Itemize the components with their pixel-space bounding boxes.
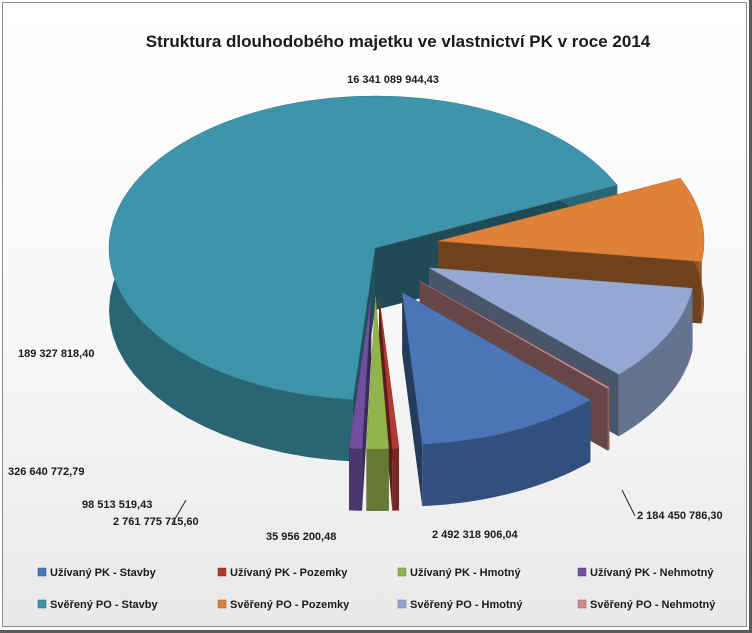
data-label-8: 35 956 200,48 — [266, 531, 336, 543]
chart-title: Struktura dlouhodobého majetku ve vlastn… — [146, 32, 651, 51]
legend-label: Svěřený PO - Pozemky — [230, 599, 350, 611]
legend-swatch — [217, 567, 227, 577]
legend-item-7: Svěřený PO - Hmotný — [397, 599, 523, 611]
legend-label: Užívaný PK - Stavby — [50, 567, 157, 579]
legend-swatch — [217, 599, 227, 609]
data-label-2: 98 513 519,43 — [82, 499, 152, 511]
slice-outer-wall — [607, 387, 610, 451]
bottom-shadow — [0, 630, 752, 633]
legend-label: Svěřený PO - Stavby — [50, 599, 158, 611]
legend: Užívaný PK - Stavby Užívaný PK - Pozemky U… — [37, 567, 716, 611]
data-label-4: 189 327 818,40 — [18, 348, 94, 360]
pie-slices — [108, 95, 705, 511]
legend-label: Užívaný PK - Nehmotný — [590, 567, 714, 579]
legend-swatch — [397, 599, 407, 609]
slice-top — [428, 267, 693, 375]
legend-label: Svěřený PO - Hmotný — [410, 599, 523, 611]
slice-top — [108, 95, 618, 400]
legend-swatch — [577, 599, 587, 609]
legend-label: Užívaný PK - Pozemky — [230, 567, 348, 579]
slice-top — [401, 292, 591, 445]
data-label-7: 2 492 318 906,04 — [432, 529, 519, 541]
pie-slice-2 — [378, 296, 400, 511]
slice-top — [378, 296, 400, 449]
slice-top — [366, 296, 390, 450]
legend-swatch — [397, 567, 407, 577]
data-label-6: 2 184 450 786,30 — [637, 510, 723, 522]
slice-top — [419, 280, 610, 389]
legend-item-4: Užívaný PK - Nehmotný — [577, 567, 714, 579]
slice-top — [348, 296, 372, 450]
legend-label: Svěřený PO - Nehmotný — [590, 599, 716, 611]
pie-slice-1 — [401, 292, 591, 507]
legend-label: Užívaný PK - Hmotný — [410, 567, 522, 579]
legend-swatch — [577, 567, 587, 577]
slice-wall-end — [402, 292, 423, 507]
slice-outer-wall — [618, 288, 693, 437]
slice-outer-wall — [366, 448, 389, 511]
legend-item-2: Užívaný PK - Pozemky — [217, 567, 348, 579]
data-label-1: 2 761 775 715,60 — [113, 516, 199, 528]
right-shadow — [749, 0, 752, 633]
slice-outer-wall — [422, 400, 591, 507]
pie-slice-4 — [348, 296, 372, 511]
data-label-3: 326 640 772,79 — [8, 466, 84, 478]
legend-item-1: Užívaný PK - Stavby — [37, 567, 157, 579]
legend-item-8: Svěřený PO - Nehmotný — [577, 599, 716, 611]
slice-wall-end — [379, 296, 393, 511]
leader-line-6 — [621, 489, 636, 517]
data-label-5: 16 341 089 944,43 — [347, 74, 439, 86]
legend-item-6: Svěřený PO - Pozemky — [217, 599, 350, 611]
legend-item-3: Užívaný PK - Hmotný — [397, 567, 522, 579]
legend-swatch — [37, 567, 47, 577]
pie-slice-3 — [366, 296, 390, 511]
data-labels: 2 761 775 715,60 98 513 519,43 326 640 772… — [8, 74, 723, 543]
slice-top — [438, 177, 705, 262]
slice-outer-wall — [392, 448, 400, 511]
legend-swatch — [37, 599, 47, 609]
legend-item-5: Svěřený PO - Stavby — [37, 599, 158, 611]
leader-line-1 — [171, 499, 187, 525]
slice-outer-wall — [349, 448, 363, 511]
